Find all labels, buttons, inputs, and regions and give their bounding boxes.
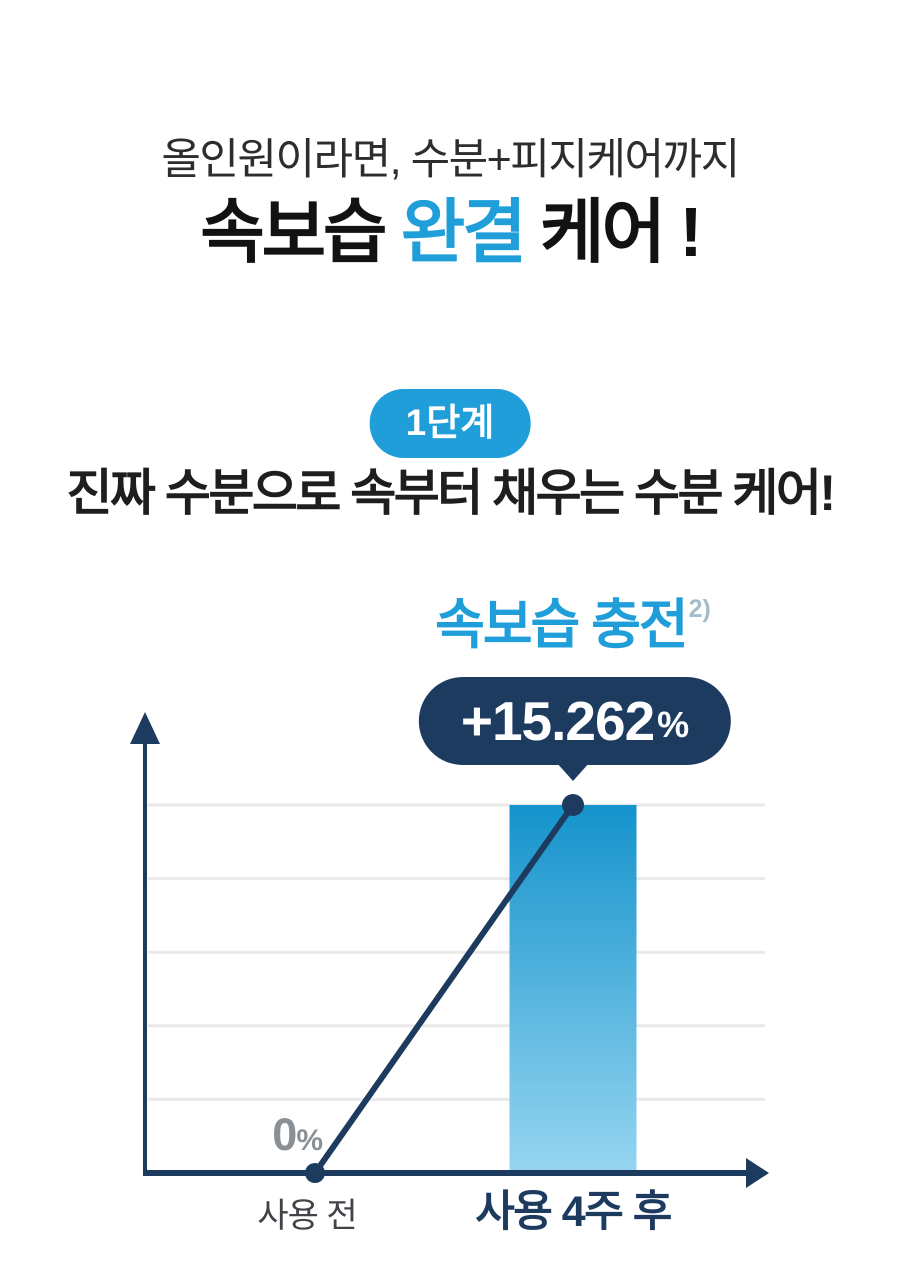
title-pre: 속보습 <box>200 193 401 271</box>
chart-title-text: 속보습 충전 <box>435 595 688 655</box>
step-subtitle: 진짜 수분으로 속부터 채우는 수분 케어! <box>66 465 836 521</box>
bubble-unit: % <box>657 704 690 745</box>
baseline-value-label: 0% <box>180 1109 323 1160</box>
baseline-unit: % <box>296 1124 323 1157</box>
value-bubble: +15.262% <box>418 677 732 765</box>
baseline-value: 0 <box>272 1109 297 1160</box>
step-badge: 1단계 <box>369 389 531 458</box>
title-post: 케어 ! <box>523 193 703 271</box>
bubble-tail-icon <box>556 762 590 781</box>
page-title: 속보습 완결 케어 ! <box>0 192 900 273</box>
chart-title-superscript: 2) <box>688 595 711 623</box>
chart-title: 속보습 충전2) <box>435 595 711 655</box>
x-axis-label-after: 사용 4주 후 <box>475 1188 672 1236</box>
bar-chart <box>130 712 769 1188</box>
header-eyebrow: 올인원이라면, 수분+피지케어까지 <box>161 136 740 184</box>
title-highlight: 완결 <box>400 193 527 271</box>
bubble-value: +15.262 <box>460 690 655 752</box>
x-axis-label-before: 사용 전 <box>257 1197 357 1235</box>
